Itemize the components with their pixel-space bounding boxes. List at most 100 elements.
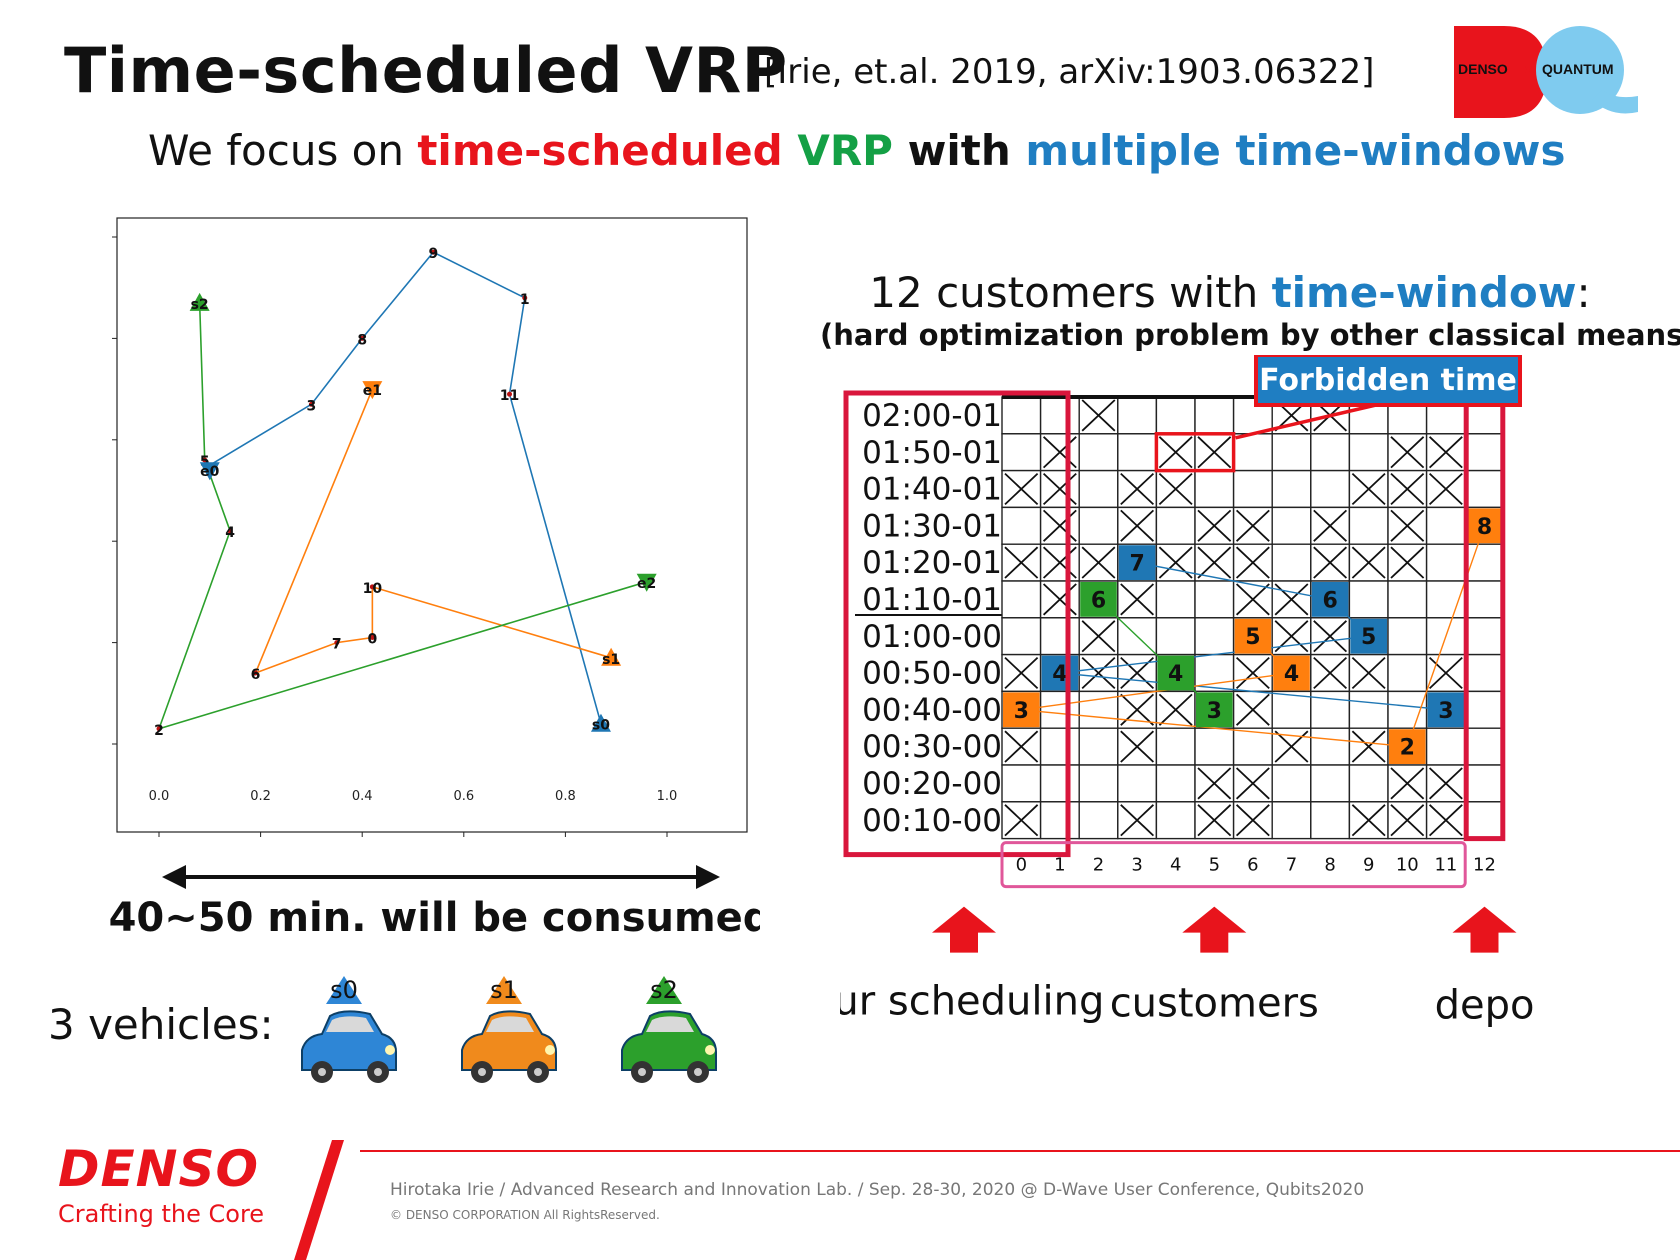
up-arrow-icon <box>1452 906 1517 953</box>
grid-cell <box>1310 469 1351 509</box>
subtitle-multiple-time-windows: multiple time-windows <box>1025 126 1566 175</box>
vehicle-icons: s0 s1 s2 <box>301 976 717 1083</box>
route-plot: 0.00.20.40.60.81.00.00.20.40.60.81.0 918… <box>112 217 748 837</box>
grid-cell <box>1155 801 1196 840</box>
column-label: 4 <box>1170 855 1181 876</box>
car-window-icon <box>486 1016 534 1032</box>
column-label: 1 <box>1054 855 1065 876</box>
grid-cell <box>1387 653 1428 693</box>
grid-cell <box>1387 580 1428 619</box>
reference-citation: [Irie, et.al. 2019, arXiv:1903.06322] <box>764 52 1375 92</box>
forbidden-cross <box>1081 546 1116 579</box>
grid-cell <box>1425 543 1466 582</box>
forbidden-cross <box>1235 546 1270 579</box>
forbidden-cross <box>1390 767 1425 800</box>
visit-box <box>1118 545 1156 580</box>
forbidden-cross <box>1274 583 1309 616</box>
forbidden-cross <box>1197 767 1232 800</box>
grid-cell <box>1271 543 1312 582</box>
point-label: s1 <box>602 652 620 668</box>
point-label: 7 <box>332 637 342 653</box>
schedule-title-suffix: : <box>1576 268 1591 317</box>
grid-cell <box>1078 801 1119 840</box>
forbidden-cross <box>1004 546 1039 579</box>
forbidden-cross <box>1351 730 1386 763</box>
forbidden-cross <box>1390 436 1425 469</box>
grid-cell <box>1348 690 1389 729</box>
visit-box <box>1427 692 1465 728</box>
route-line-1 <box>254 388 612 675</box>
point-label: 1 <box>520 292 530 308</box>
grid-cell <box>1194 727 1235 766</box>
point-label: s0 <box>592 718 610 734</box>
up-arrow-icon <box>1182 906 1247 953</box>
x-tick-label: 0.4 <box>352 789 373 804</box>
double-arrow-left-head <box>162 865 186 889</box>
column-label: 9 <box>1363 855 1374 876</box>
forbidden-cross <box>1042 546 1077 579</box>
footer-copyright: © DENSO CORPORATION All RightsReserved. <box>390 1208 660 1222</box>
vehicle-start-marker <box>486 976 522 1004</box>
point-label: 11 <box>500 388 519 404</box>
column-label: 6 <box>1247 855 1258 876</box>
vehicles-label: 3 vehicles: <box>48 1000 274 1049</box>
point-label: 5 <box>200 454 210 470</box>
point-label: 6 <box>251 667 261 683</box>
x-tick-label: 0.2 <box>250 789 271 804</box>
forbidden-cross <box>1197 546 1232 579</box>
depot-label: depo <box>1435 983 1535 1029</box>
forbidden-cross <box>1197 804 1232 837</box>
grid-cell <box>1348 506 1389 545</box>
grid-cell <box>1464 469 1505 509</box>
customer-point <box>369 584 375 590</box>
forbidden-cross <box>1351 804 1386 837</box>
grid-cell <box>1271 801 1312 840</box>
visit-box <box>1350 618 1387 654</box>
grid-cell <box>1310 764 1351 803</box>
forbidden-cross <box>1235 693 1270 726</box>
schedule-route-line <box>1136 561 1331 601</box>
headlight-icon <box>705 1045 715 1055</box>
forbidden-cross <box>1042 583 1077 616</box>
vehicle-s1: s1 <box>461 976 557 1083</box>
footer-divider <box>360 1150 1680 1152</box>
footer-credit: Hirotaka Irie / Advanced Research and In… <box>390 1180 1365 1200</box>
forbidden-cross <box>1351 546 1386 579</box>
visit-label: 8 <box>1477 515 1492 540</box>
forbidden-cross <box>1197 436 1232 469</box>
visit-box <box>1003 692 1040 728</box>
grid-cell <box>1348 764 1389 803</box>
customer-point <box>334 640 340 646</box>
forbidden-cross <box>1004 730 1039 763</box>
forbidden-cross <box>1390 472 1425 506</box>
grid-cell <box>1078 764 1119 803</box>
customer-point <box>308 401 314 407</box>
forbidden-cross <box>1351 656 1386 690</box>
forbidden-cross <box>1042 472 1077 506</box>
grid-cell <box>1464 580 1505 619</box>
point-label: e2 <box>637 576 656 592</box>
forbidden-cross <box>1428 767 1463 800</box>
schedule-route-line <box>1059 672 1446 711</box>
logo-q-tail <box>1592 90 1638 114</box>
grid-cell <box>1039 396 1080 435</box>
column-label: 11 <box>1434 855 1457 876</box>
logo-quantum-text: QUANTUM <box>1542 61 1614 77</box>
forbidden-cross <box>1428 804 1463 837</box>
grid-cell <box>1464 801 1505 840</box>
column-label: 7 <box>1286 855 1297 876</box>
forbidden-cross <box>1313 546 1348 579</box>
grid-cell <box>1117 433 1158 472</box>
grid-cell <box>1117 396 1158 435</box>
visit-label: 3 <box>1014 699 1029 724</box>
grid-cell <box>1232 433 1273 472</box>
grid-cell <box>1001 580 1042 619</box>
column-label: 8 <box>1324 855 1335 876</box>
plot-frame <box>116 217 748 833</box>
column-label: 2 <box>1093 855 1104 876</box>
visit-label: 2 <box>1400 736 1415 761</box>
visit-label: 6 <box>1322 588 1337 613</box>
x-tick-label: 0.6 <box>453 789 474 804</box>
grid-cell <box>1155 396 1196 435</box>
visit-label: 4 <box>1284 662 1299 687</box>
